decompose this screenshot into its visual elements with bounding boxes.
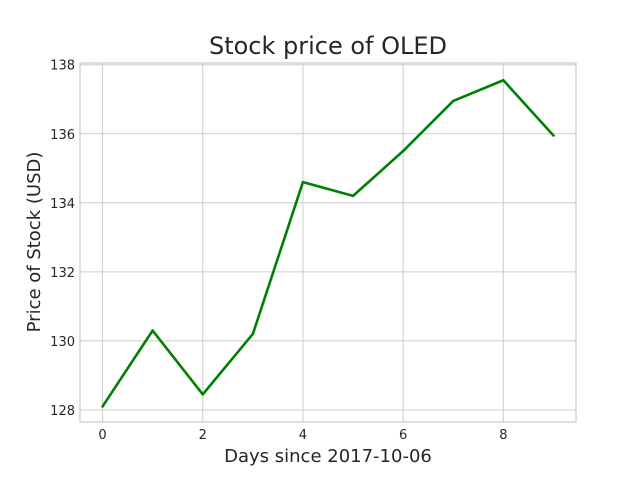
y-tick-label: 136 xyxy=(50,128,75,143)
series-line xyxy=(101,78,555,408)
x-tick-label: 0 xyxy=(98,428,106,443)
x-axis-label: Days since 2017-10-06 xyxy=(224,446,432,467)
y-axis-label: Price of Stock (USD) xyxy=(24,152,45,333)
data-point xyxy=(301,180,305,184)
x-tick-label: 2 xyxy=(199,428,207,443)
series-layer xyxy=(101,78,555,408)
y-tick-label: 128 xyxy=(50,404,75,419)
plot-area-frame xyxy=(79,62,577,423)
data-point xyxy=(101,405,104,408)
data-point xyxy=(151,329,154,332)
chart-title: Stock price of OLED xyxy=(209,32,447,60)
data-point xyxy=(552,134,555,137)
y-tick-label: 138 xyxy=(50,59,75,74)
data-point xyxy=(351,194,355,198)
x-tick-label: 6 xyxy=(399,428,407,443)
data-point xyxy=(452,99,455,103)
data-point xyxy=(251,332,255,336)
data-point xyxy=(201,393,204,396)
y-tick-label: 134 xyxy=(50,197,75,212)
y-tick-label: 130 xyxy=(50,335,75,350)
data-point xyxy=(401,149,405,153)
grid xyxy=(80,63,576,422)
x-tick-label: 4 xyxy=(299,428,307,443)
y-tick-label: 132 xyxy=(50,266,75,281)
data-point xyxy=(502,79,505,82)
x-tick-label: 8 xyxy=(499,428,507,443)
tick-labels: 0 2 4 6 8 128 130 132 134 136 138 xyxy=(50,59,507,443)
